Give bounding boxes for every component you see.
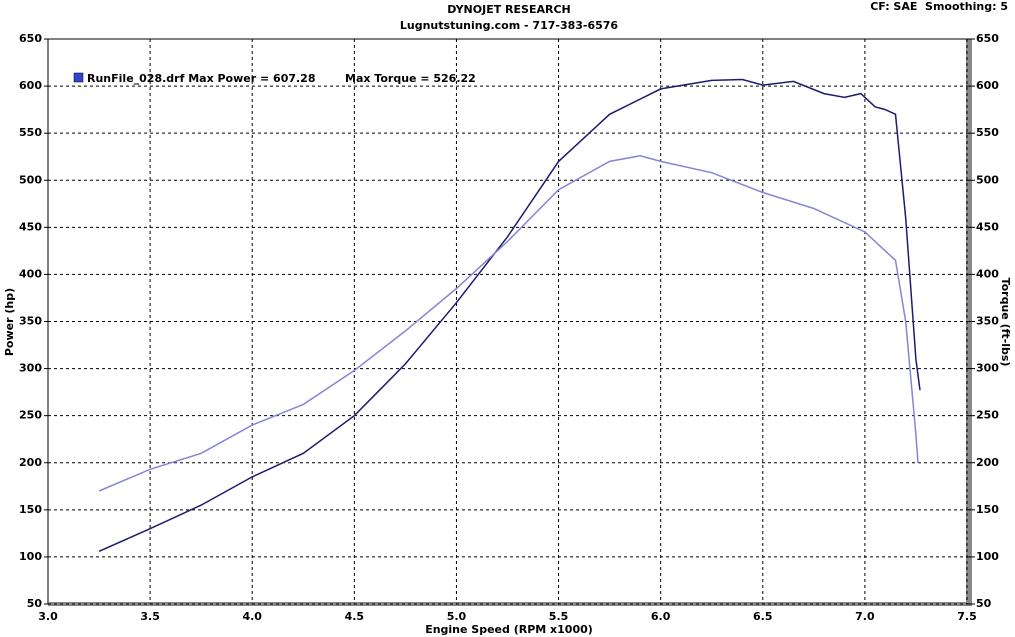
x-tick-label: 7.5 xyxy=(957,610,977,623)
y-tick-label: 500 xyxy=(19,173,42,186)
y2-tick-label: 300 xyxy=(976,362,999,375)
y2-tick-label: 550 xyxy=(976,126,999,139)
legend-swatch xyxy=(73,72,84,83)
y2-axis-band xyxy=(966,39,972,606)
y-tick-label: 450 xyxy=(19,220,42,233)
y-tick-label: 550 xyxy=(19,126,42,139)
x-tick-label: 7.0 xyxy=(855,610,875,623)
y2-axis-label: Torque (ft-lbs) xyxy=(999,278,1012,367)
x-tick-label: 5.5 xyxy=(549,610,569,623)
x-axis-band xyxy=(48,602,967,606)
y-tick-label: 150 xyxy=(19,503,42,516)
x-tick-label: 6.5 xyxy=(753,610,773,623)
y2-tick-label: 50 xyxy=(976,597,992,610)
series-line xyxy=(98,155,919,492)
y-tick-label: 200 xyxy=(19,456,42,469)
y2-tick-label: 600 xyxy=(976,79,999,92)
legend-text: Max Torque = 526.22 xyxy=(345,72,476,85)
y-tick-label: 600 xyxy=(19,79,42,92)
y-tick-label: 400 xyxy=(19,267,42,280)
y-tick-label: 300 xyxy=(19,362,42,375)
y2-tick-label: 250 xyxy=(976,409,999,422)
x-axis-label: Engine Speed (RPM x1000) xyxy=(425,623,593,636)
y-axis-label: Power (hp) xyxy=(3,288,16,356)
y-tick-label: 650 xyxy=(19,32,42,45)
chart-title: DYNOJET RESEARCH xyxy=(447,3,570,16)
y-tick-label: 100 xyxy=(19,550,42,563)
y-tick-label: 350 xyxy=(19,315,42,328)
series-line xyxy=(98,78,921,552)
x-tick-label: 3.5 xyxy=(140,610,160,623)
y2-tick-label: 350 xyxy=(976,315,999,328)
y2-tick-label: 400 xyxy=(976,267,999,280)
x-tick-label: 3.0 xyxy=(38,610,58,623)
y2-tick-label: 450 xyxy=(976,220,999,233)
y2-tick-label: 150 xyxy=(976,503,999,516)
y2-tick-label: 650 xyxy=(976,32,999,45)
corner-note: CF: SAE Smoothing: 5 xyxy=(870,0,1008,13)
legend-text: RunFile_028.drf Max Power = 607.28 xyxy=(87,72,316,85)
chart-subtitle: Lugnutstuning.com - 717-383-6576 xyxy=(400,19,619,32)
y-tick-label: 250 xyxy=(19,409,42,422)
x-tick-label: 4.5 xyxy=(345,610,365,623)
x-tick-label: 5.0 xyxy=(447,610,467,623)
y2-tick-label: 100 xyxy=(976,550,999,563)
y2-tick-label: 200 xyxy=(976,456,999,469)
x-tick-label: 6.0 xyxy=(651,610,671,623)
y2-tick-label: 500 xyxy=(976,173,999,186)
x-tick-label: 4.0 xyxy=(242,610,262,623)
y-tick-label: 50 xyxy=(27,597,43,610)
